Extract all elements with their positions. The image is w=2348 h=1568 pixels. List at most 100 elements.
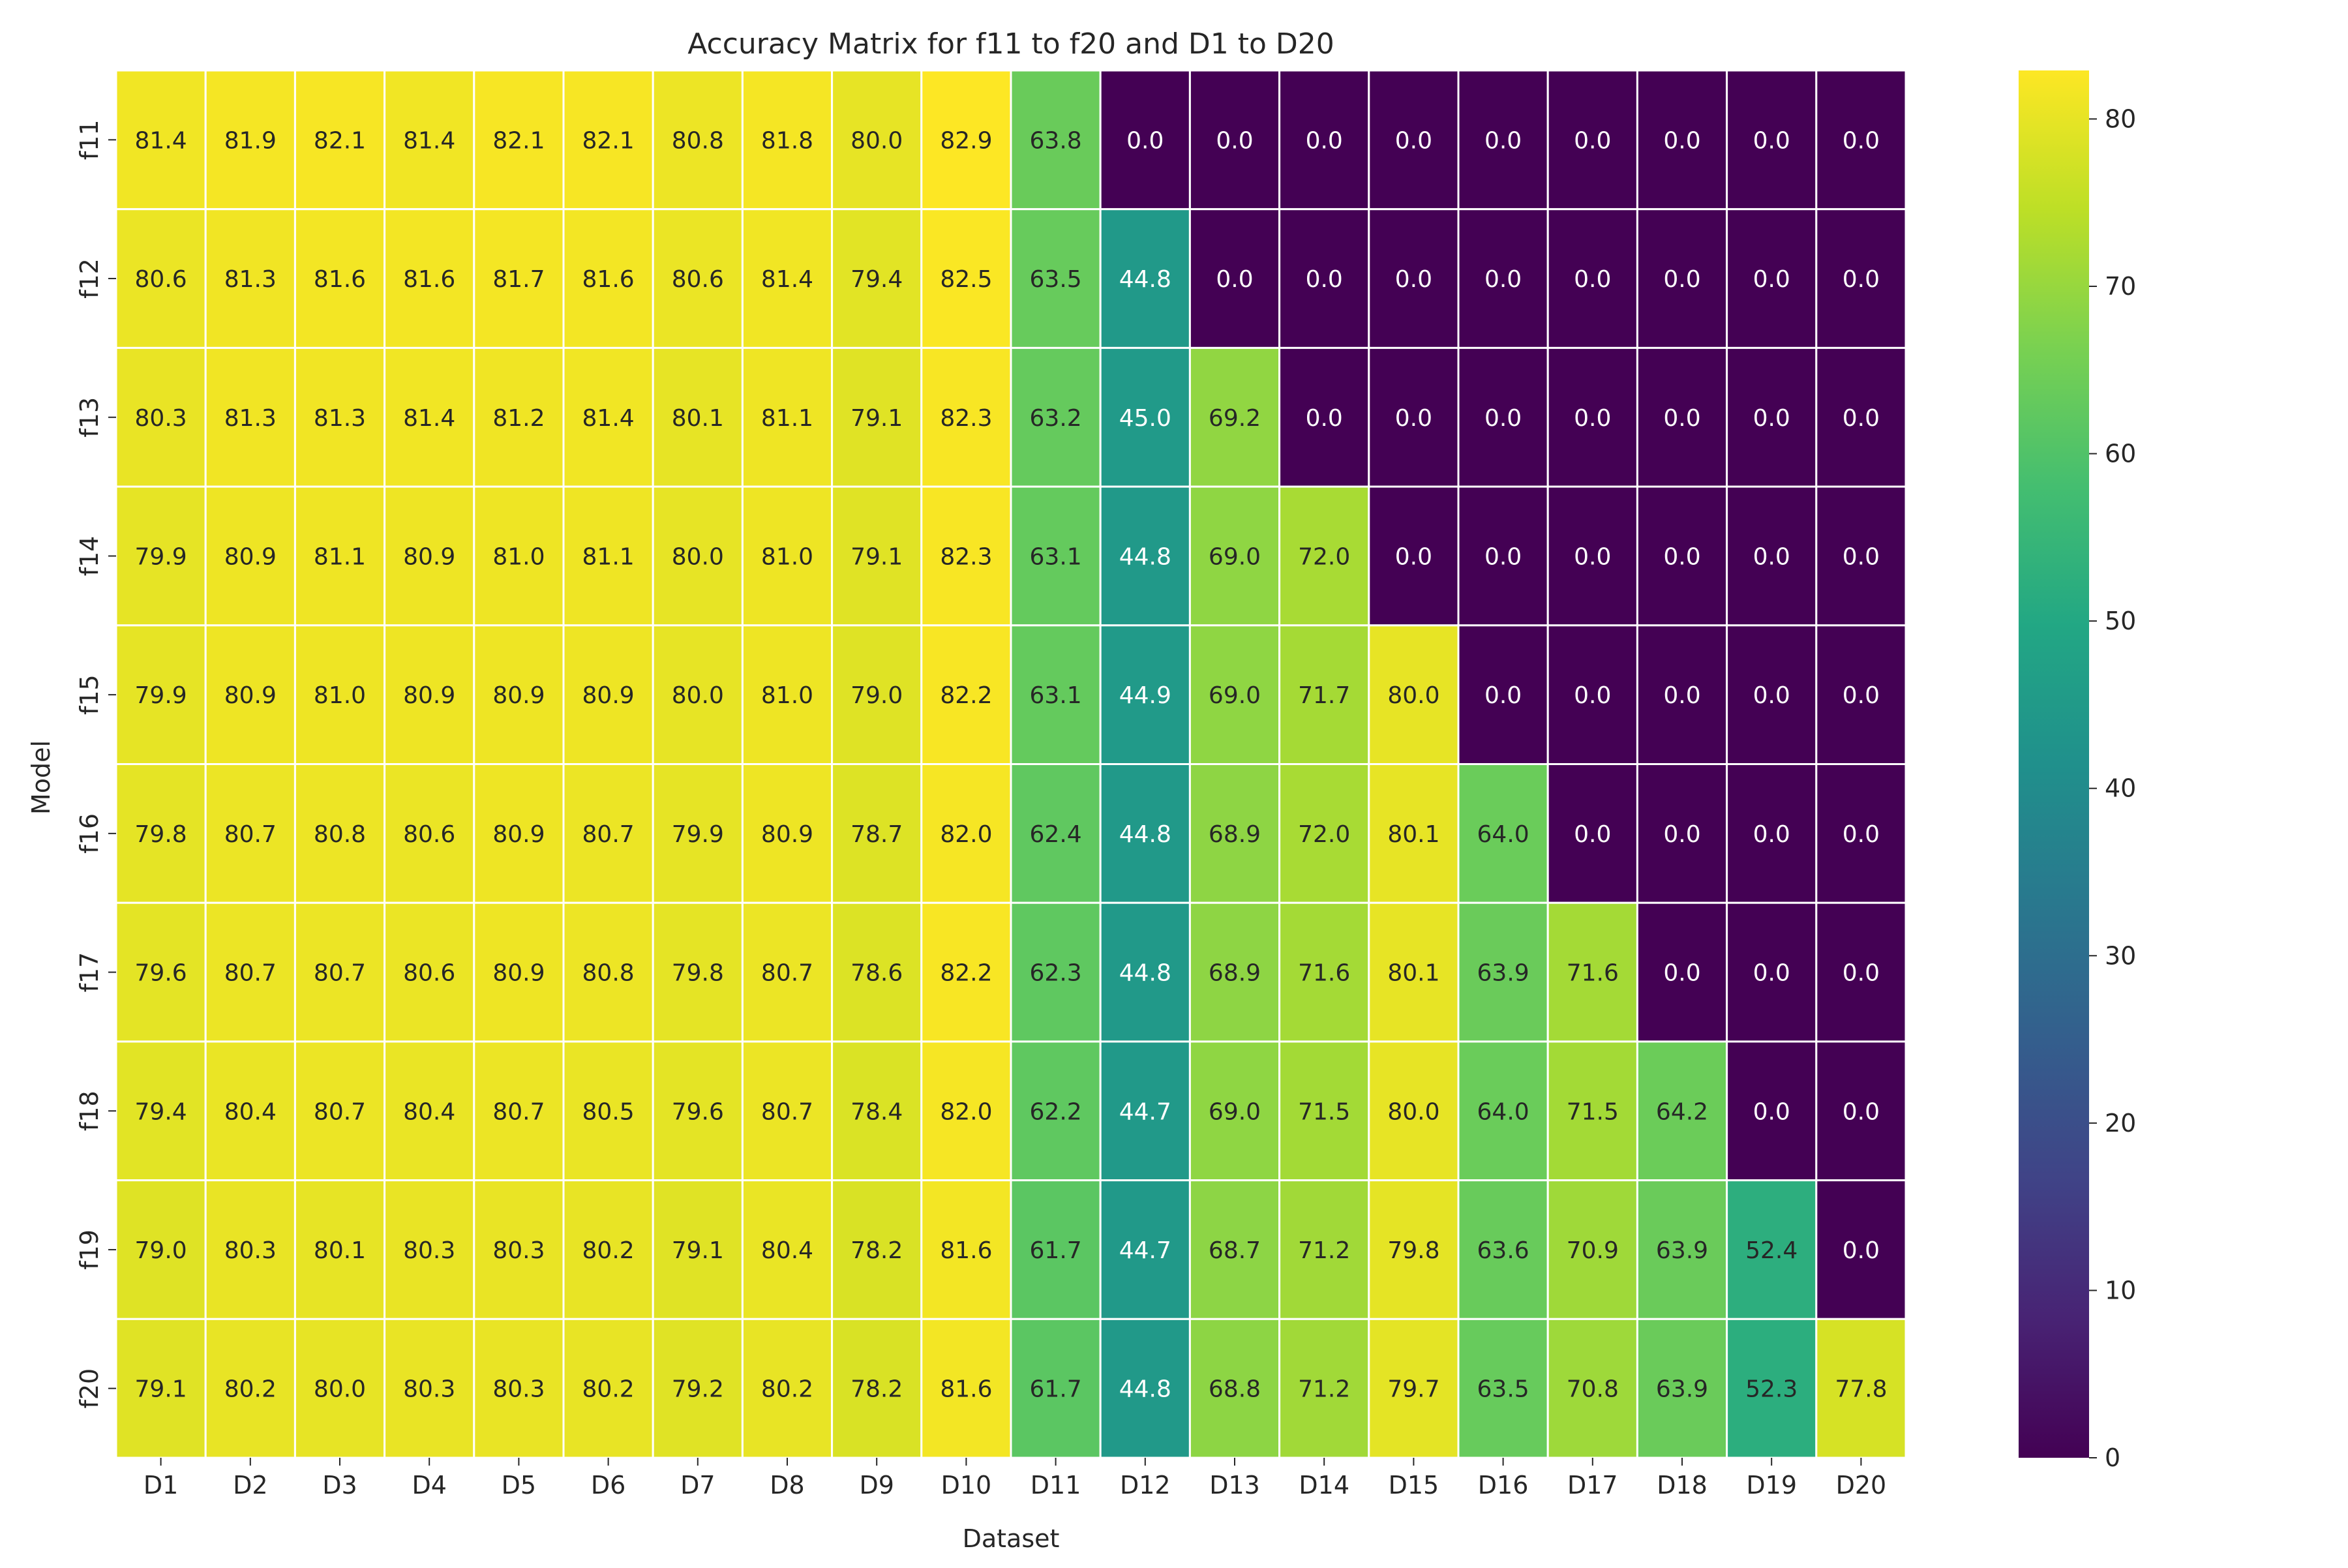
cell-value-label: 81.9 bbox=[224, 127, 277, 154]
cell-value-label: 80.3 bbox=[492, 1376, 545, 1403]
cell-value-label: 62.3 bbox=[1030, 960, 1082, 987]
y-tick-label: f17 bbox=[75, 952, 104, 993]
cell-value-label: 0.0 bbox=[1843, 127, 1880, 154]
cell-value-label: 0.0 bbox=[1753, 127, 1790, 154]
heatmap-cell bbox=[831, 1040, 923, 1182]
cell-value-label: 79.6 bbox=[672, 1098, 724, 1125]
cell-value-label: 0.0 bbox=[1484, 266, 1522, 293]
heatmap-cell bbox=[831, 346, 923, 488]
heatmap-cell bbox=[1099, 901, 1191, 1043]
x-tick-label: D8 bbox=[770, 1471, 804, 1500]
heatmap-cell bbox=[1815, 1179, 1907, 1320]
heatmap-cell bbox=[1457, 346, 1549, 488]
cell-value-label: 79.8 bbox=[1387, 1237, 1439, 1264]
cell-value-label: 44.9 bbox=[1119, 682, 1171, 709]
heatmap-cell bbox=[294, 1318, 386, 1459]
heatmap-cell bbox=[294, 1040, 386, 1182]
cell-value-label: 79.1 bbox=[135, 1376, 187, 1403]
heatmap-cell bbox=[204, 346, 296, 488]
heatmap-cell bbox=[741, 1318, 834, 1459]
heatmap-cell bbox=[831, 485, 923, 627]
x-tick-label: D6 bbox=[591, 1471, 625, 1500]
heatmap-cell bbox=[294, 901, 386, 1043]
x-tick-label: D2 bbox=[233, 1471, 267, 1500]
cell-value-label: 71.2 bbox=[1298, 1376, 1350, 1403]
cell-value-label: 80.2 bbox=[761, 1376, 813, 1403]
cell-value-label: 78.7 bbox=[850, 821, 903, 848]
cell-value-label: 79.9 bbox=[672, 821, 724, 848]
cell-value-label: 80.4 bbox=[403, 1098, 455, 1125]
heatmap-cell bbox=[920, 763, 1012, 904]
cell-value-label: 63.9 bbox=[1656, 1237, 1708, 1264]
cell-value-label: 80.3 bbox=[492, 1237, 545, 1264]
heatmap-cell bbox=[1636, 1179, 1728, 1320]
cell-value-label: 72.0 bbox=[1298, 821, 1350, 848]
cell-value-label: 45.0 bbox=[1119, 405, 1171, 432]
y-tick-label: f19 bbox=[75, 1229, 104, 1270]
heatmap-cell bbox=[1546, 1318, 1638, 1459]
heatmap-cell bbox=[1815, 1040, 1907, 1182]
cell-value-label: 80.9 bbox=[492, 682, 545, 709]
heatmap-cell bbox=[1636, 624, 1728, 765]
cell-value-label: 0.0 bbox=[1574, 405, 1611, 432]
cell-value-label: 80.8 bbox=[582, 960, 635, 987]
cell-value-label: 80.7 bbox=[582, 821, 635, 848]
colorbar-tick-label: 20 bbox=[2105, 1109, 2136, 1138]
cell-value-label: 81.0 bbox=[761, 543, 813, 570]
cell-value-label: 0.0 bbox=[1574, 821, 1611, 848]
heatmap-cell bbox=[1278, 901, 1370, 1043]
cell-value-label: 80.9 bbox=[582, 682, 635, 709]
heatmap-cell bbox=[562, 69, 654, 211]
heatmap-cell bbox=[652, 1040, 744, 1182]
heatmap-cell bbox=[831, 901, 923, 1043]
cell-value-label: 82.1 bbox=[582, 127, 635, 154]
cell-value-label: 70.9 bbox=[1567, 1237, 1619, 1264]
heatmap-cell bbox=[1726, 1318, 1818, 1459]
cell-value-label: 80.0 bbox=[672, 543, 724, 570]
cell-value-label: 71.7 bbox=[1298, 682, 1350, 709]
colorbar-tick-label: 10 bbox=[2105, 1276, 2136, 1304]
cell-value-label: 0.0 bbox=[1753, 960, 1790, 987]
heatmap-cell bbox=[1278, 346, 1370, 488]
cell-value-label: 80.7 bbox=[761, 960, 813, 987]
heatmap-cell bbox=[1099, 1179, 1191, 1320]
heatmap-cell bbox=[204, 1179, 296, 1320]
cell-value-label: 69.0 bbox=[1209, 543, 1261, 570]
heatmap-cell bbox=[1457, 1040, 1549, 1182]
cell-value-label: 81.4 bbox=[761, 266, 813, 293]
cell-value-label: 44.8 bbox=[1119, 821, 1171, 848]
heatmap-cell bbox=[741, 1179, 834, 1320]
cell-value-label: 81.1 bbox=[761, 405, 813, 432]
cell-value-label: 0.0 bbox=[1395, 543, 1432, 570]
heatmap-cell bbox=[1188, 485, 1281, 627]
cell-value-label: 0.0 bbox=[1753, 543, 1790, 570]
colorbar-gradient bbox=[2019, 70, 2089, 1458]
heatmap-cell bbox=[204, 763, 296, 904]
cell-value-label: 79.4 bbox=[850, 266, 903, 293]
cell-value-label: 69.0 bbox=[1209, 1098, 1261, 1125]
cell-value-label: 80.7 bbox=[492, 1098, 545, 1125]
heatmap-cell bbox=[562, 1040, 654, 1182]
cell-value-label: 64.2 bbox=[1656, 1098, 1708, 1125]
cell-value-label: 80.7 bbox=[224, 821, 277, 848]
cell-value-label: 0.0 bbox=[1574, 266, 1611, 293]
colorbar-tick-label: 40 bbox=[2105, 774, 2136, 803]
heatmap-cell bbox=[1010, 208, 1102, 349]
x-tick-label: D12 bbox=[1120, 1471, 1171, 1500]
cell-value-label: 81.6 bbox=[582, 266, 635, 293]
cell-value-label: 81.4 bbox=[135, 127, 187, 154]
y-tick-label: f20 bbox=[75, 1368, 104, 1409]
cell-value-label: 79.8 bbox=[672, 960, 724, 987]
cell-value-label: 80.9 bbox=[761, 821, 813, 848]
heatmap-cell bbox=[831, 1318, 923, 1459]
cell-value-label: 63.9 bbox=[1477, 960, 1529, 987]
heatmap-cell bbox=[741, 208, 834, 349]
cell-value-label: 0.0 bbox=[1484, 405, 1522, 432]
heatmap-cell bbox=[473, 346, 565, 488]
cell-value-label: 52.4 bbox=[1745, 1237, 1798, 1264]
cell-value-label: 80.0 bbox=[672, 682, 724, 709]
y-axis-ticks: f11 f12 f13 f14 f15 f16 f17 f18 f19 f20 bbox=[75, 119, 116, 1409]
cell-value-label: 0.0 bbox=[1753, 1098, 1790, 1125]
cell-value-label: 62.4 bbox=[1030, 821, 1082, 848]
